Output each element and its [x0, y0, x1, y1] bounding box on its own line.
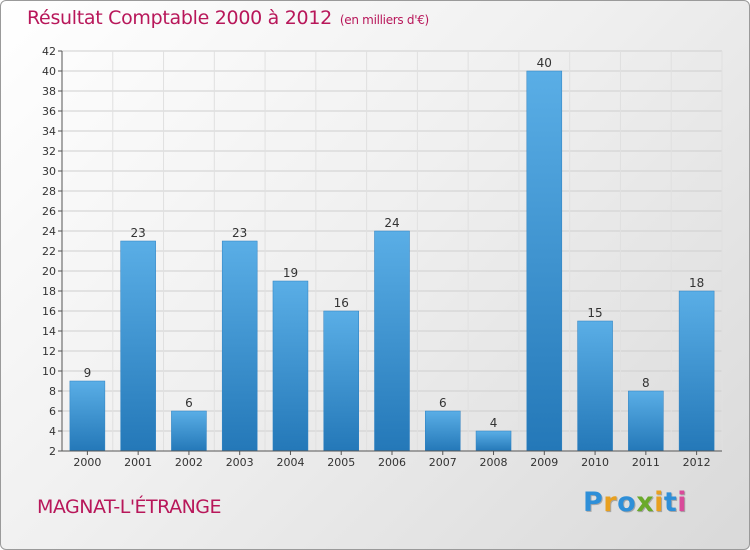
x-tick-label-2008: 2008 [480, 456, 508, 469]
bar-2012 [678, 290, 715, 452]
y-tick-label: 32 [42, 145, 56, 158]
x-tick-label-2009: 2009 [530, 456, 558, 469]
logo-letter: x [636, 487, 655, 518]
y-tick-label: 20 [42, 265, 56, 278]
value-label-2009: 40 [537, 56, 552, 70]
x-tick-label-2011: 2011 [632, 456, 660, 469]
y-tick-label: 18 [42, 285, 56, 298]
chart-title: Résultat Comptable 2000 à 2012 (en millie… [27, 7, 429, 29]
x-tick-label-2007: 2007 [429, 456, 457, 469]
bar-2001 [120, 240, 156, 452]
bar-2002 [171, 410, 207, 452]
x-tick-label-2002: 2002 [175, 456, 203, 469]
logo-letter: P [583, 487, 604, 518]
y-tick-label: 12 [42, 345, 56, 358]
bar-2007 [425, 410, 461, 452]
y-tick-label: 26 [42, 205, 56, 218]
y-tick-label: 36 [42, 105, 56, 118]
value-label-2002: 6 [185, 396, 193, 410]
value-label-2011: 8 [642, 376, 650, 390]
logo-letter: r [603, 487, 618, 518]
y-tick-label: 38 [42, 85, 56, 98]
x-tick-label-2004: 2004 [276, 456, 304, 469]
y-tick-label: 4 [49, 425, 56, 438]
bar-2004 [272, 280, 309, 452]
value-label-2007: 6 [439, 396, 447, 410]
value-label-2006: 24 [384, 216, 399, 230]
value-label-2003: 23 [232, 226, 247, 240]
y-tick-label: 24 [42, 225, 56, 238]
y-tick-label: 16 [42, 305, 56, 318]
proxiti-logo: Proxiti [583, 487, 687, 518]
y-tick-label: 8 [49, 385, 56, 398]
value-label-2001: 23 [131, 226, 146, 240]
value-label-2005: 16 [334, 296, 349, 310]
x-tick-label-2005: 2005 [327, 456, 355, 469]
value-label-2010: 15 [587, 306, 602, 320]
bars [69, 70, 715, 452]
bar-2005 [323, 310, 359, 452]
x-tick-label-2001: 2001 [124, 456, 152, 469]
y-tick-label: 14 [42, 325, 56, 338]
bar-2000 [69, 380, 106, 452]
logo-letter: i [654, 487, 664, 518]
y-tick-label: 30 [42, 165, 56, 178]
logo-letter: o [617, 487, 637, 518]
bar-2009 [526, 70, 563, 452]
x-tick-label-2003: 2003 [226, 456, 254, 469]
y-tick-label: 42 [42, 45, 56, 58]
value-label-2000: 9 [84, 366, 92, 380]
value-labels: 9 23 6 23 19 16 24 6 4 40 15 8 18 [84, 56, 705, 430]
value-label-2012: 18 [689, 276, 704, 290]
bar-2011 [628, 390, 664, 452]
y-tick-label: 22 [42, 245, 56, 258]
y-tick-label: 40 [42, 65, 56, 78]
commune-name: MAGNAT-L'ÉTRANGE [37, 496, 222, 518]
chart-unit: (en milliers d'€) [339, 13, 429, 27]
x-tick-label-2006: 2006 [378, 456, 406, 469]
bar-2010 [577, 320, 613, 452]
logo-letter: t [663, 487, 678, 518]
axes: 2468101214161820222426283032343638404220… [42, 45, 722, 469]
logo-letter: i [677, 487, 688, 518]
y-tick-label: 2 [49, 445, 56, 458]
y-tick-label: 6 [49, 405, 56, 418]
y-tick-label: 34 [42, 125, 56, 138]
bar-2006 [374, 230, 410, 452]
value-label-2004: 19 [283, 266, 298, 280]
y-tick-label: 10 [42, 365, 56, 378]
y-tick-label: 28 [42, 185, 56, 198]
x-tick-label-2012: 2012 [683, 456, 711, 469]
bar-2003 [221, 240, 258, 452]
chart-title-text: Résultat Comptable 2000 à 2012 [27, 7, 332, 29]
bar-2008 [475, 430, 512, 452]
x-tick-label-2000: 2000 [73, 456, 101, 469]
x-tick-label-2010: 2010 [581, 456, 609, 469]
value-label-2008: 4 [490, 416, 498, 430]
